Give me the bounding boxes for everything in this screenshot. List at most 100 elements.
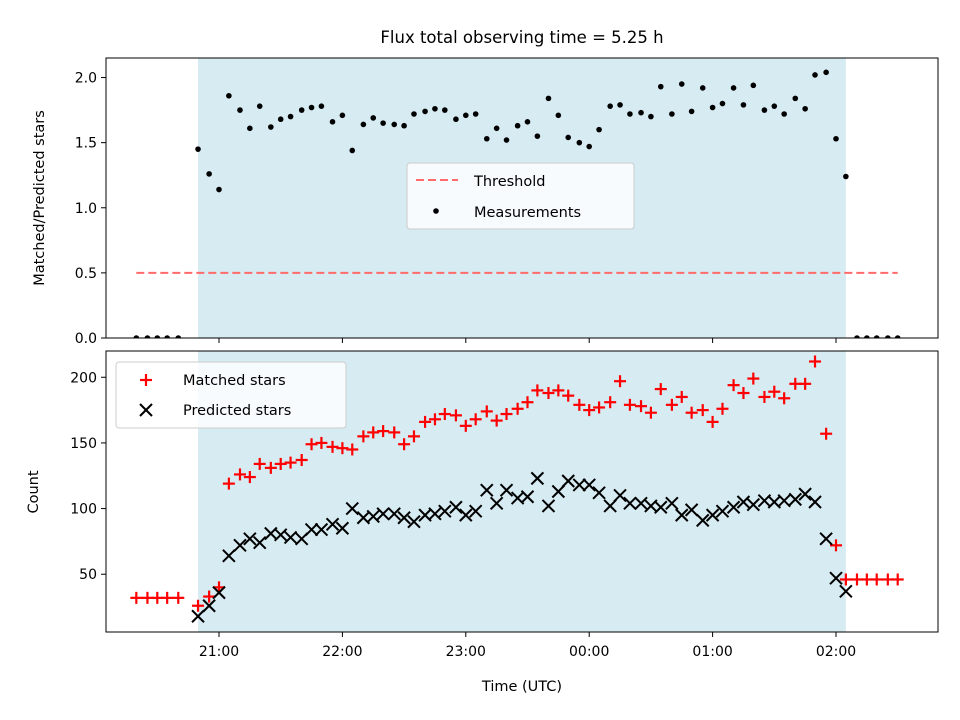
predicted-star-point <box>561 474 575 488</box>
measurement-point <box>268 124 274 130</box>
predicted-star-point-b <box>819 532 833 546</box>
predicted-star-point <box>654 500 668 514</box>
measurement-point <box>596 126 602 133</box>
measurement-point <box>493 125 500 132</box>
measurement-point <box>503 137 510 143</box>
predicted-star-point-b <box>603 499 617 513</box>
matched-star-point <box>243 471 256 484</box>
bottom-y-tick-label: 100 <box>70 502 97 518</box>
predicted-star-point-b <box>243 532 257 546</box>
predicted-star-point <box>684 503 699 517</box>
predicted-star-point <box>798 487 812 501</box>
matched-star-point <box>562 389 575 402</box>
measurement-point <box>216 186 222 193</box>
measurements-series <box>133 69 901 338</box>
predicted-star-point-b <box>222 549 236 563</box>
predicted-star-point <box>480 483 494 497</box>
legend-matched-swatch <box>140 374 152 386</box>
measurement-point <box>761 107 768 113</box>
bottom-x-axis: 21:00 22:00 23:00 00:00 01:00 02:00 <box>199 632 856 660</box>
measurement-point <box>627 111 633 117</box>
predicted-star-point-b <box>613 488 627 503</box>
measurement-point <box>565 134 572 141</box>
measurement-point <box>864 335 870 338</box>
measurement-point <box>750 82 757 89</box>
measurement-point <box>555 112 562 119</box>
top-legend-box <box>406 162 635 230</box>
matched-star-point <box>305 438 318 451</box>
matched-star-point <box>830 539 842 552</box>
predicted-star-point <box>253 536 267 550</box>
bottom-legend-box <box>115 361 347 429</box>
predicted-star-point <box>726 500 741 514</box>
top-panel: 0.00.51.01.52.0 Matched/Predicted stars … <box>32 57 939 347</box>
predicted-star-point <box>283 530 298 545</box>
matched-star-point <box>583 404 596 417</box>
predicted-star-point-b <box>654 500 668 514</box>
predicted-star-point-b <box>715 504 730 518</box>
measurement-point <box>360 121 367 128</box>
matched-star-point <box>172 591 185 604</box>
predicted-star-point <box>675 508 689 522</box>
matched-star-point <box>419 415 432 428</box>
top-axes-frame <box>105 57 939 339</box>
measurement-point <box>483 135 490 142</box>
top-y-tick-label: 2.0 <box>75 71 97 87</box>
measurement-point <box>256 103 263 109</box>
matched-star-point <box>490 414 503 427</box>
bottom-x-tick-label: 00:00 <box>569 644 609 660</box>
matched-star-point <box>644 406 657 419</box>
bottom-y-tick-label: 50 <box>79 567 97 583</box>
matched-star-point <box>469 413 482 426</box>
legend-matched-label: Matched stars <box>183 373 286 389</box>
predicted-star-point-b <box>726 500 741 514</box>
predicted-star-point-b <box>283 530 298 545</box>
matched-star-point <box>870 573 883 586</box>
predicted-star-point <box>191 609 205 623</box>
matched-star-point <box>222 477 235 490</box>
matched-star-point <box>511 402 524 415</box>
matched-star-point <box>326 440 339 453</box>
measurement-point <box>349 147 356 154</box>
matched-star-point <box>531 384 544 397</box>
measurement-point <box>545 95 552 102</box>
predicted-star-point-b <box>438 504 452 518</box>
predicted-star-point-b <box>356 511 371 525</box>
matched-star-point <box>357 430 370 443</box>
matched-star-point <box>192 599 205 612</box>
top-y-tick-label: 0.0 <box>75 331 97 347</box>
matched-star-point <box>614 375 627 388</box>
predicted-star-point-b <box>829 571 843 585</box>
predicted-star-point <box>428 507 442 521</box>
legend-measurements-label: Measurements <box>474 205 581 221</box>
predicted-star-point <box>520 490 535 504</box>
top-y-tick-label: 1.0 <box>75 201 97 217</box>
matched-star-point <box>407 430 420 443</box>
matched-star-point <box>388 426 401 439</box>
measurement-point <box>885 335 891 338</box>
predicted-star-point-b <box>325 517 340 532</box>
matched-star-point <box>552 384 565 397</box>
predicted-star-point <box>736 495 751 509</box>
bottom-x-tick-label: 21:00 <box>199 644 239 660</box>
predicted-star-point <box>489 496 504 511</box>
predicted-star-point-b <box>387 507 401 521</box>
predicted-star-point <box>459 508 473 522</box>
measurement-point <box>854 335 860 338</box>
predicted-star-point-b <box>684 503 699 517</box>
matched-star-point <box>654 383 667 396</box>
measurement-point <box>154 335 161 338</box>
matched-star-point <box>820 427 833 440</box>
matched-star-point <box>665 398 678 411</box>
matched-star-point <box>839 573 852 586</box>
predicted-star-point <box>582 478 596 492</box>
predicted-star-point-b <box>407 514 421 529</box>
measurement-point <box>586 143 592 150</box>
predicted-star-point-b <box>428 507 442 521</box>
bottom-y-axis-label: Count <box>26 470 42 513</box>
measurement-point <box>576 139 583 146</box>
measurement-point <box>391 121 398 128</box>
matched-star-point <box>891 573 904 586</box>
predicted-star-point-b <box>397 511 411 525</box>
predicted-star-point-b <box>623 496 637 511</box>
